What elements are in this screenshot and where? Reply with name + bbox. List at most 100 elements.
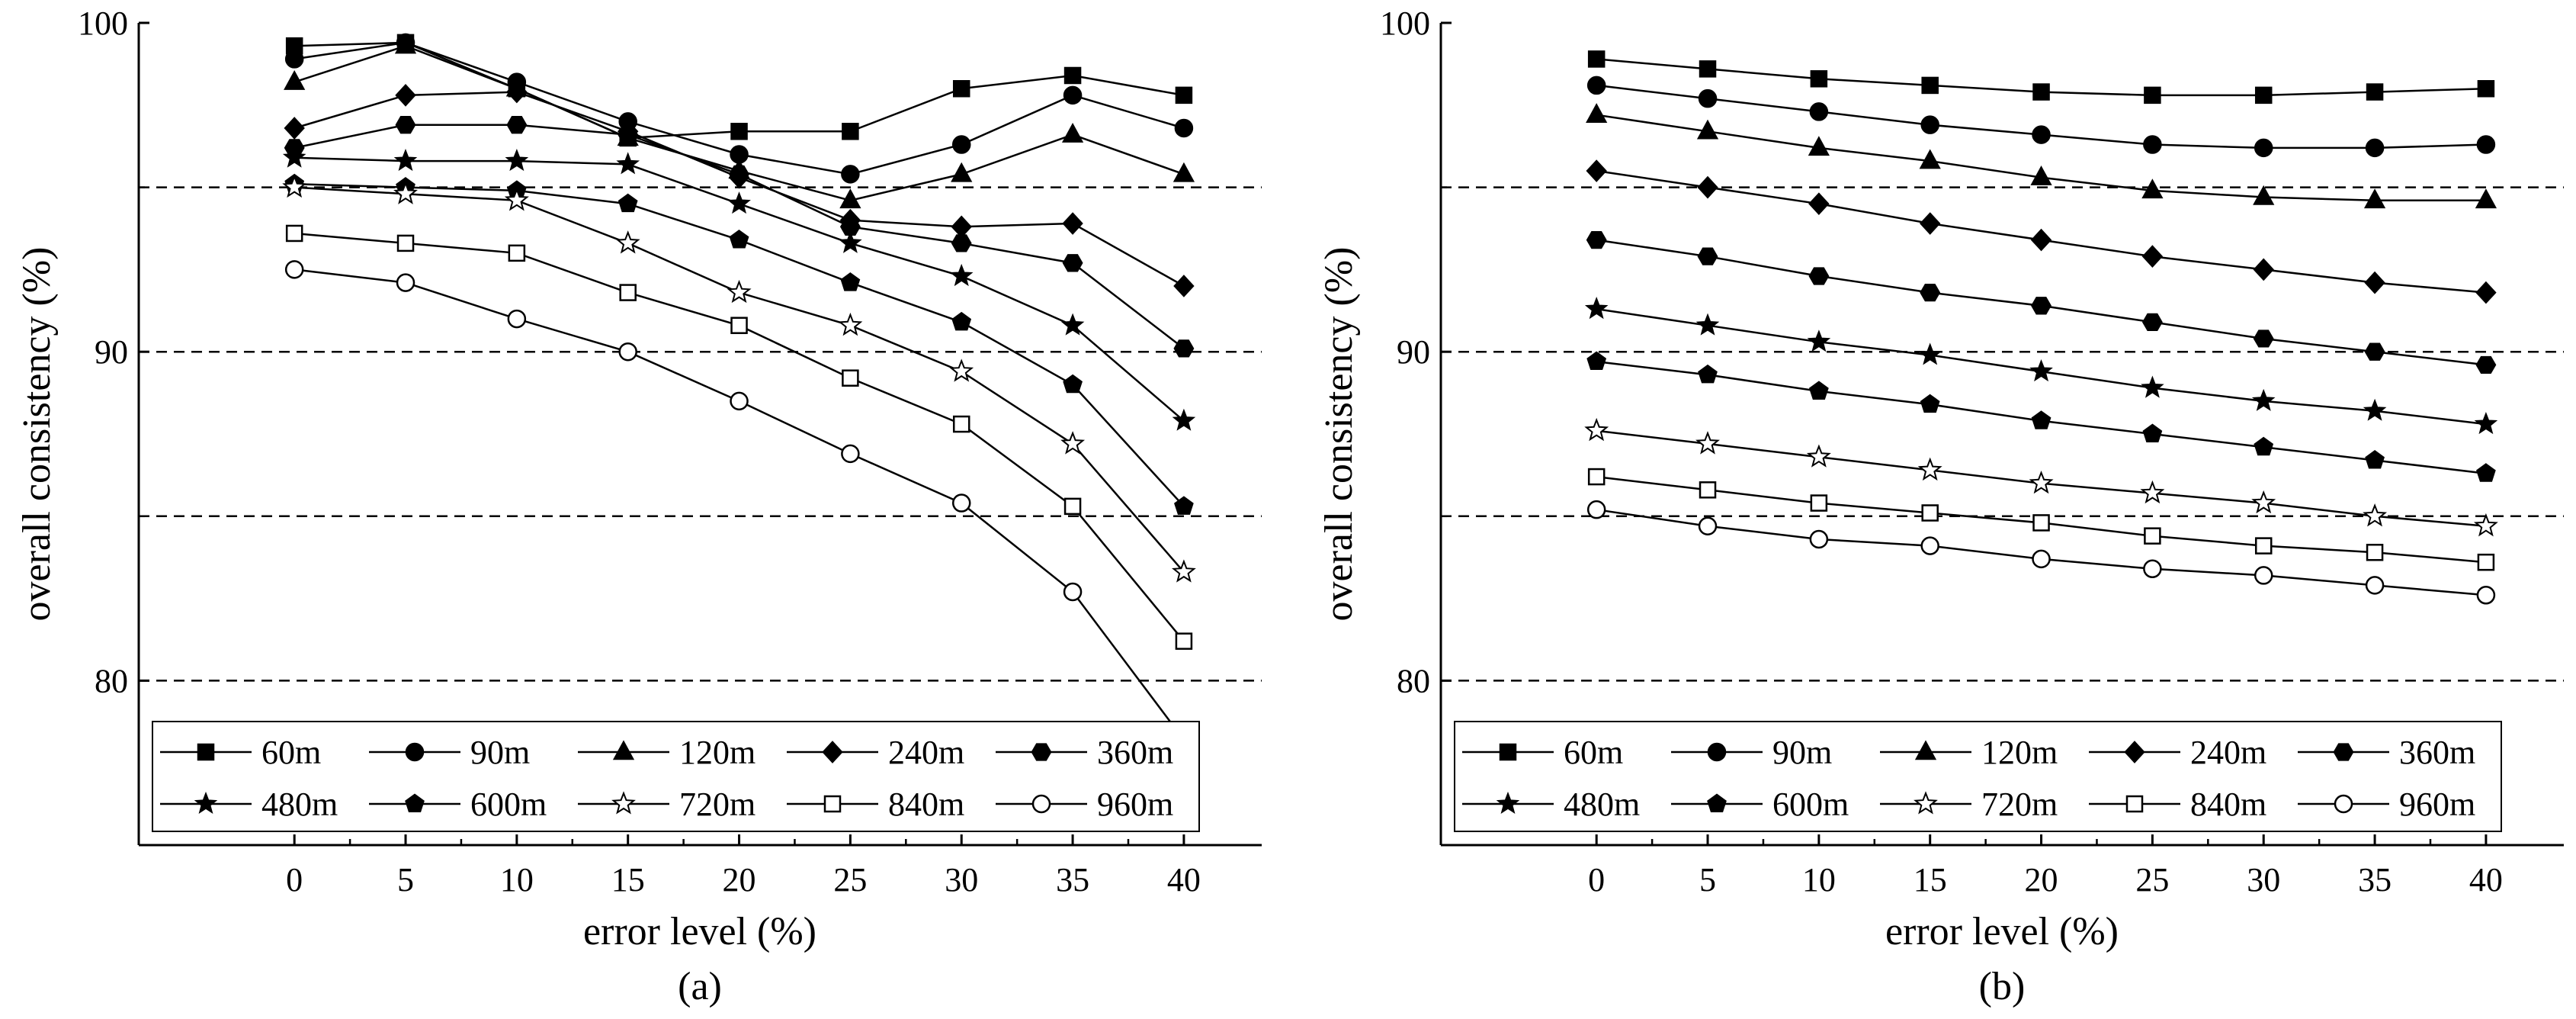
data-point [282,145,306,168]
data-point [730,391,749,411]
legend-item: 240m [2089,734,2266,771]
legend-marker [194,791,218,814]
data-point [1809,529,1829,549]
y-axis-label: overall consistency (%) [1317,247,1361,622]
data-point [2032,83,2050,101]
data-point [2363,503,2388,527]
data-point [1586,159,1607,182]
data-point [2032,549,2051,569]
legend-marker [1914,740,1937,760]
data-point [396,273,415,292]
data-point [2366,543,2384,561]
data-point [1587,50,1606,68]
legend-item: 360m [996,734,1173,771]
data-point [1061,122,1084,143]
data-point [506,116,528,134]
data-point [949,358,974,382]
series-240m [284,80,1195,297]
data-point [2029,359,2053,382]
legend-marker [1707,793,1727,812]
series-480m [282,145,1196,431]
panel-a: 80 90 100 0 5 10 15 20 25 30 35 40 error level (%) ov… [15,5,1262,1008]
panel-label: (b) [1979,965,2026,1008]
data-point [504,188,529,211]
data-point [506,80,528,104]
data-point [949,263,974,287]
legend-marker [612,740,635,760]
series-360m [284,116,1195,358]
series-840m [285,224,1193,650]
series-480m [1584,296,2498,435]
x-tick-label: 35 [2358,861,2392,898]
legend-marker [2124,741,2145,763]
x-tick-label: 5 [1699,861,1716,898]
legend-label: 120m [679,734,755,771]
data-point [2253,185,2275,205]
series-120m [1586,103,2497,209]
legend-item: 360m [2298,734,2475,771]
legend-label: 480m [261,786,338,823]
data-point [507,309,527,329]
data-point [618,342,637,362]
data-point [951,311,972,331]
legend-item: 90m [1671,734,1832,771]
data-point [951,234,972,252]
legend-item: 600m [1671,786,1849,823]
legend-item: 720m [578,786,755,823]
data-point [619,284,637,301]
data-point [1584,417,1609,442]
legend-marker [2333,743,2354,761]
data-point [393,149,418,172]
data-point [284,117,305,140]
data-point [730,317,748,334]
x-tick-label: 10 [1802,861,1836,898]
x-tick-label: 40 [1167,861,1201,898]
data-point [2476,135,2496,154]
legend-label: 600m [470,786,547,823]
legend-label: 360m [2399,734,2475,771]
data-point [729,230,749,249]
series-90m [1586,76,2496,158]
data-point [1063,374,1083,394]
y-tick-label: 90 [1397,333,1430,371]
data-point [1695,431,1720,455]
data-point [395,84,416,107]
data-point [727,279,752,304]
data-point [1920,394,1940,413]
data-point [394,34,417,54]
data-point [618,125,639,144]
data-point [1699,60,1717,78]
x-tick-label: 20 [2025,861,2058,898]
data-point [1587,468,1606,486]
data-point [1918,342,1942,365]
x-tick-label: 30 [2247,861,2280,898]
data-point [2142,423,2163,442]
panel-b: 80 90 100 0 5 10 15 20 25 30 35 40 error level (%) ov… [1317,5,2564,1008]
x-axis-label: error level (%) [1885,910,2119,953]
data-point [1586,351,1607,371]
legend-marker [1031,794,1051,814]
data-point [1060,431,1086,455]
data-point [952,79,970,98]
data-point [1695,313,1720,336]
data-point [2363,398,2387,421]
data-point [2140,480,2165,504]
data-point [727,191,751,214]
legend-label: 600m [1772,786,1849,823]
data-point [2254,138,2273,158]
data-point [841,444,860,464]
legend-item: 60m [160,734,321,771]
data-point [951,493,971,513]
data-point [1173,339,1195,358]
legend-label: 720m [679,786,755,823]
series-720m [282,174,1196,583]
data-point [2141,313,2163,332]
data-point [1062,254,1083,272]
data-point [1060,313,1085,336]
legend-item: 960m [996,786,1173,823]
data-point [1920,212,1941,235]
legend: 60m 90m 120m 240m 360m 480m 600m 720m 840m 960m [1454,721,2502,832]
data-point [1586,230,1607,249]
data-point [2364,271,2385,294]
data-point [729,165,749,183]
